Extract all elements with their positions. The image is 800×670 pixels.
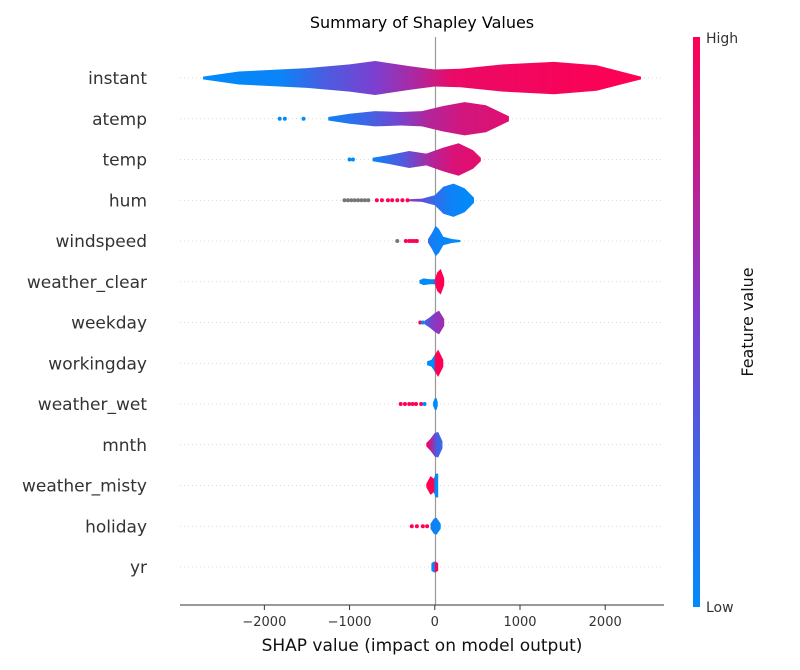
feature-label-weekday: weekday (71, 314, 147, 334)
outlier-point (425, 524, 430, 529)
x-tick-label: 2000 (589, 615, 622, 630)
feature-label-yr: yr (130, 558, 147, 578)
violin-instant (203, 61, 641, 95)
x-axis-ticks: −2000 −1000 0 1000 2000 (242, 605, 622, 630)
outlier-point (395, 239, 400, 243)
outlier-point (277, 116, 282, 121)
feature-label-windspeed: windspeed (55, 232, 147, 252)
outlier-point (410, 402, 415, 406)
violin-mnth (426, 432, 443, 458)
x-tick-label: 0 (431, 615, 439, 630)
outlier-point (379, 198, 384, 203)
feature-labels: instant atemp temp hum windspeed weather_clea… (22, 69, 147, 578)
outlier-point (385, 198, 390, 203)
grid-lines (180, 77, 664, 568)
violin-weather_wet (433, 398, 438, 410)
violins (203, 61, 641, 573)
x-axis-label: SHAP value (impact on model output) (262, 636, 583, 656)
feature-label-weather_misty: weather_misty (22, 477, 147, 497)
outlier-point (282, 116, 287, 121)
x-tick-label: −2000 (242, 615, 286, 630)
feature-label-atemp: atemp (92, 110, 147, 130)
violin-weather_misty (426, 473, 439, 498)
outlier-point (366, 198, 371, 203)
feature-label-weather_wet: weather_wet (38, 395, 148, 415)
outlier-point (419, 402, 424, 406)
chart-title: Summary of Shapley Values (310, 13, 534, 32)
outlier-point (347, 157, 352, 162)
outlier-point (420, 320, 425, 325)
outlier-point (359, 198, 364, 203)
colorbar (693, 37, 700, 607)
violin-workingday (427, 349, 444, 377)
violin-atemp (328, 102, 509, 136)
outlier-point (398, 402, 403, 406)
outlier-point (390, 198, 395, 203)
outlier-point (414, 239, 419, 243)
colorbar-low-label: Low (706, 600, 734, 616)
outlier-point (407, 402, 412, 406)
feature-label-instant: instant (88, 69, 147, 89)
outlier-point (400, 198, 405, 203)
colorbar-high-label: High (706, 31, 738, 47)
violin-hum (409, 183, 474, 217)
violin-weather_clear (419, 269, 445, 295)
violin-yr (431, 561, 439, 573)
outlier-point (345, 198, 350, 203)
violin-temp (372, 143, 481, 176)
outlier-point (409, 524, 414, 529)
x-tick-label: 1000 (503, 615, 536, 630)
feature-label-workingday: workingday (48, 354, 147, 374)
violin-windspeed (427, 225, 461, 257)
feature-label-mnth: mnth (102, 436, 147, 456)
outlier-point (403, 239, 408, 243)
feature-label-temp: temp (103, 151, 147, 171)
outlier-point (352, 198, 357, 203)
x-tick-label: −1000 (328, 615, 372, 630)
outlier-point (374, 198, 379, 203)
outlier-point (422, 402, 427, 406)
feature-label-weather_clear: weather_clear (27, 273, 147, 293)
outlier-point (395, 198, 400, 203)
outlier-point (420, 524, 425, 529)
outlier-point (342, 198, 347, 203)
outlier-point (350, 157, 355, 162)
outlier-point (414, 402, 419, 406)
outlier-point (349, 198, 354, 203)
outlier-point (414, 524, 419, 529)
outlier-point (356, 198, 361, 203)
violin-holiday (430, 517, 441, 535)
outlier-point (405, 198, 410, 203)
outlier-point (362, 198, 367, 203)
violin-weekday (424, 310, 445, 335)
feature-label-holiday: holiday (85, 517, 147, 537)
colorbar-title: Feature value (738, 267, 757, 376)
outlier-point (402, 402, 407, 406)
feature-label-hum: hum (109, 191, 147, 211)
outlier-point (301, 116, 306, 121)
